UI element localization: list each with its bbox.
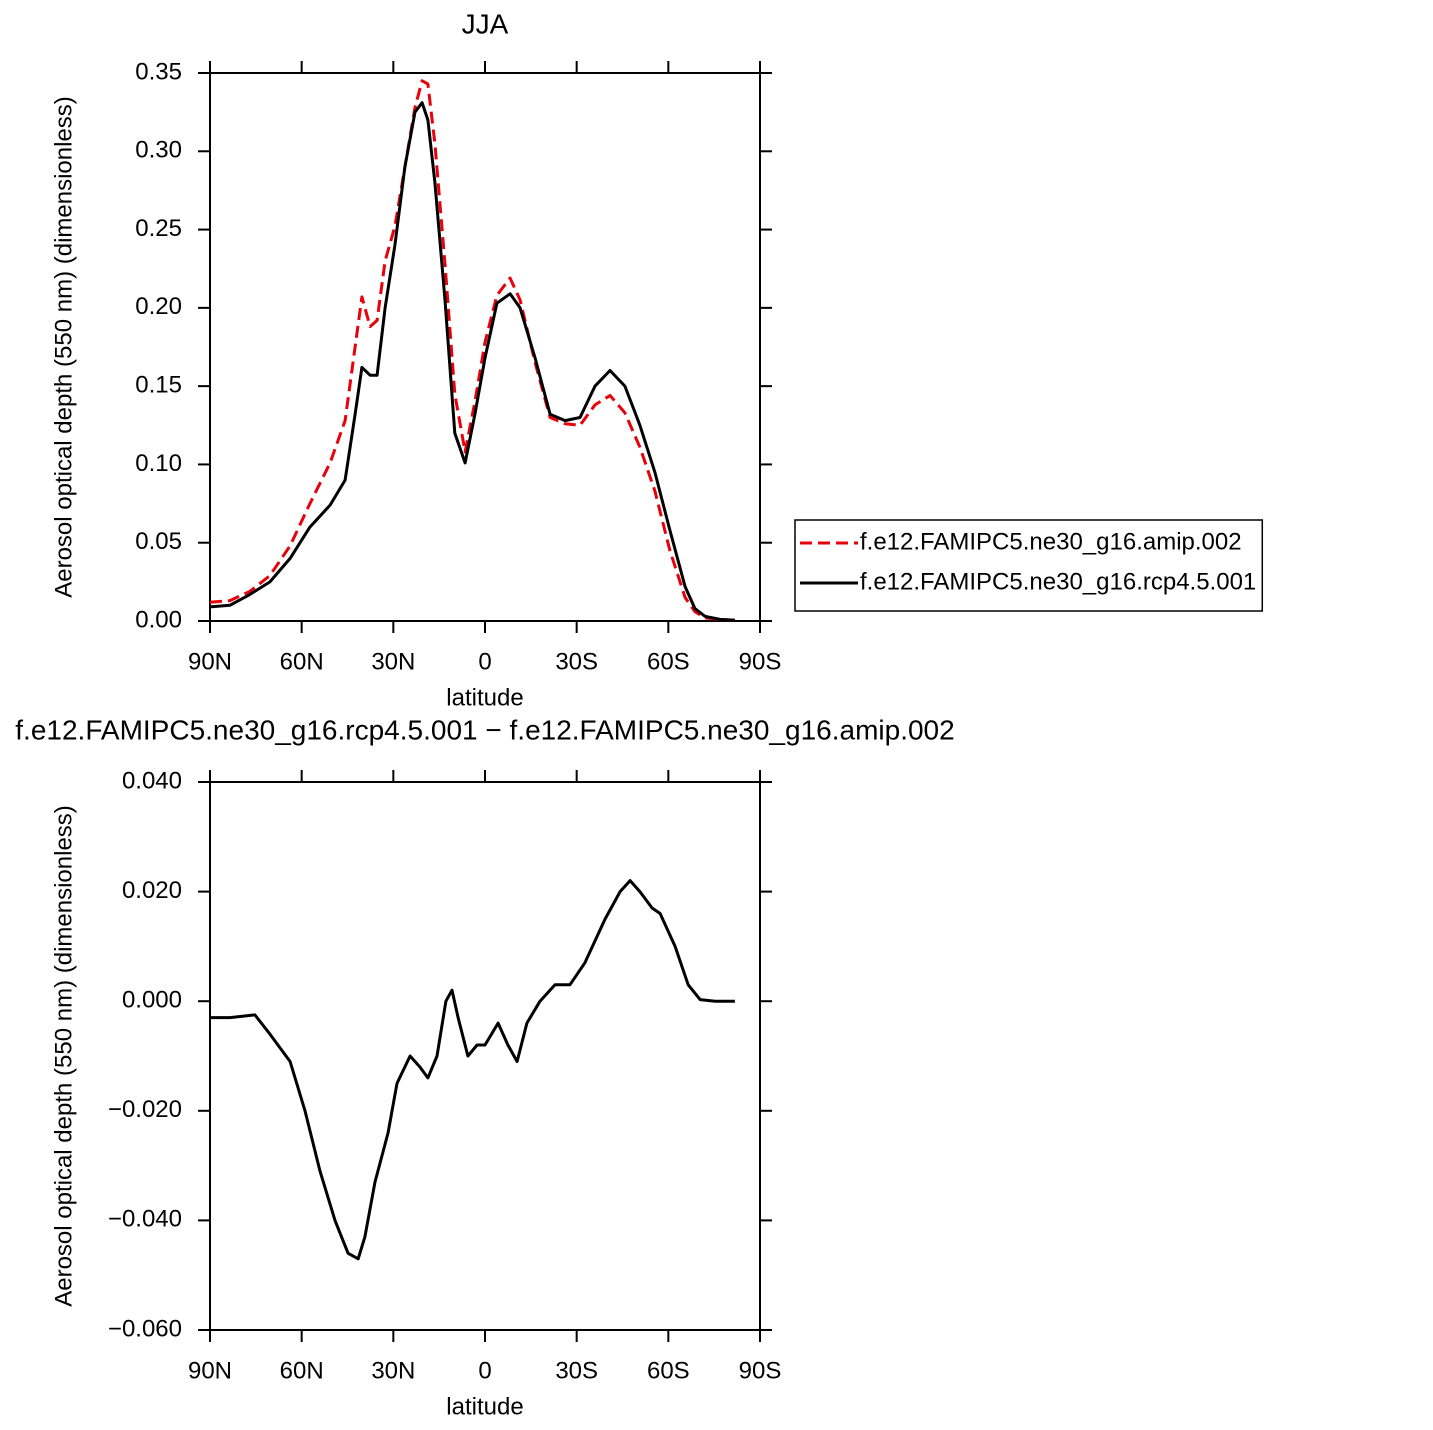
x-tick-label: 30N (371, 648, 415, 675)
y-tick-label: 0.05 (135, 528, 182, 555)
x-tick-label: 60N (280, 1357, 324, 1384)
y-axis-label: Aerosol optical depth (550 nm) (dimensio… (50, 805, 77, 1307)
y-tick-label: 0.20 (135, 293, 182, 320)
x-tick-label: 0 (478, 1357, 491, 1384)
chart-title: f.e12.FAMIPC5.ne30_g16.rcp4.5.001 − f.e1… (15, 714, 954, 745)
y-tick-label: 0.00 (135, 606, 182, 633)
x-tick-label: 30S (555, 648, 598, 675)
data-line (209, 101, 735, 622)
x-axis-label: latitude (446, 684, 523, 711)
y-tick-label: 0.040 (122, 767, 182, 794)
plot-frame (209, 781, 761, 1331)
y-tick-label: −0.040 (108, 1206, 182, 1233)
chart-title: JJA (462, 8, 509, 39)
data-line (209, 79, 735, 622)
y-tick-label: 0.10 (135, 450, 182, 477)
x-tick-label: 30N (371, 1357, 415, 1384)
x-tick-label: 90N (188, 1357, 232, 1384)
x-tick-label: 60S (647, 1357, 690, 1384)
x-tick-label: 90S (739, 648, 782, 675)
y-tick-label: −0.060 (108, 1315, 182, 1342)
y-tick-label: 0.15 (135, 371, 182, 398)
legend-label: f.e12.FAMIPC5.ne30_g16.rcp4.5.001 (860, 568, 1256, 595)
x-tick-label: 0 (478, 648, 491, 675)
x-axis-label: latitude (446, 1393, 523, 1420)
x-tick-label: 60S (647, 648, 690, 675)
y-tick-label: 0.30 (135, 137, 182, 164)
y-tick-label: 0.000 (122, 987, 182, 1014)
x-tick-label: 60N (280, 648, 324, 675)
x-tick-label: 30S (555, 1357, 598, 1384)
y-tick-label: 0.020 (122, 877, 182, 904)
legend-box (794, 519, 1264, 612)
y-tick-label: 0.25 (135, 215, 182, 242)
data-line (210, 879, 735, 1261)
y-tick-label: −0.020 (108, 1096, 182, 1123)
x-tick-label: 90N (188, 648, 232, 675)
x-tick-label: 90S (739, 1357, 782, 1384)
y-axis-label: Aerosol optical depth (550 nm) (dimensio… (50, 96, 77, 598)
legend-label: f.e12.FAMIPC5.ne30_g16.amip.002 (860, 528, 1242, 555)
plot-frame (209, 72, 761, 622)
y-tick-label: 0.35 (135, 58, 182, 85)
